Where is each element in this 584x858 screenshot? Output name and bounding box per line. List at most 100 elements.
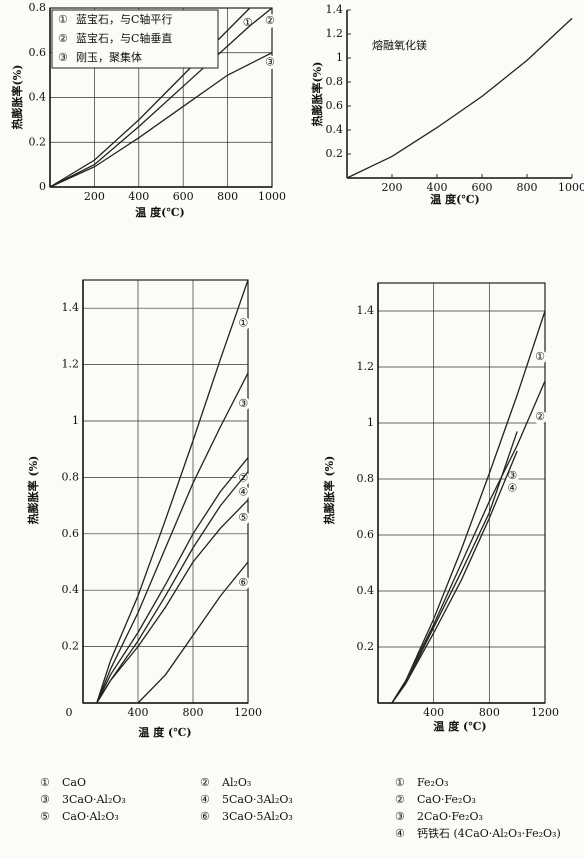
data-line [391, 380, 546, 704]
data-line [49, 7, 251, 188]
y-tick-label: 1.4 [326, 3, 344, 16]
curve-label-bg [240, 16, 255, 31]
legend-label: 蓝宝石，与C轴平行 [76, 12, 172, 26]
y-tick-label: 1.2 [326, 27, 344, 40]
y-tick-label: 0 [39, 180, 46, 193]
legend-marker: ③ [395, 810, 405, 823]
y-tick-label: 0.8 [62, 470, 80, 483]
legend-label: 2CaO·Fe₂O₃ [417, 810, 483, 823]
data-line [96, 279, 249, 704]
curve-label-bg [236, 575, 251, 590]
x-axis-title: 温 度 (℃) [138, 725, 191, 739]
curve-label: ⑤ [238, 511, 248, 524]
curve-label: ① [243, 16, 253, 29]
legend-marker: ② [200, 776, 210, 789]
curve-label-bg [533, 350, 548, 364]
legend-entry: ③ 2CaO·Fe₂O₃ [395, 810, 580, 824]
y-tick-label: 1 [367, 416, 374, 429]
curve-label: ① [535, 350, 545, 363]
y-tick-label: 0.4 [29, 91, 47, 104]
plot-frame [377, 282, 546, 704]
y-tick-label: 1 [336, 51, 343, 64]
x-tick-label: 200 [382, 181, 403, 194]
legend-label: Fe₂O₃ [417, 776, 449, 789]
curve-label: ③ [265, 55, 275, 68]
curve-label: ⑥ [238, 576, 248, 589]
y-tick-label: 1.2 [357, 360, 375, 373]
y-tick-label: 0.6 [326, 99, 344, 112]
plot-frame [347, 10, 572, 178]
legend-marker: ① [395, 776, 405, 789]
legend-label: CaO·Fe₂O₃ [417, 793, 476, 806]
y-tick-label: 1.4 [62, 301, 80, 314]
x-tick-label: 800 [517, 181, 538, 194]
y-tick-label: 0.6 [29, 46, 47, 59]
curve-label: ③ [507, 469, 517, 482]
y-tick-label: 0.2 [62, 640, 80, 653]
data-line [137, 561, 249, 704]
y-tick-label: 0.6 [357, 528, 375, 541]
x-tick-label: 1000 [558, 181, 584, 194]
legend-marker: ③ [58, 51, 68, 64]
legend-entry: ② CaO·Fe₂O₃ [395, 793, 580, 807]
curve-label: ④ [238, 486, 248, 499]
curve-label-bg [236, 396, 251, 411]
legend-label: 5CaO·3Al₂O₃ [222, 793, 293, 806]
data-line [96, 372, 249, 704]
y-tick-label: 0.4 [326, 123, 344, 136]
data-line [96, 457, 249, 704]
annotation: 熔融氧化镁 [372, 38, 427, 52]
y-tick-label: 0.2 [357, 640, 375, 653]
legend-marker: ④ [200, 793, 210, 806]
data-line [391, 310, 546, 704]
legend-label: 刚玉，聚集体 [76, 50, 142, 64]
x-tick-label: 200 [84, 190, 105, 203]
data-line [96, 499, 249, 704]
legend-entry: ② Al₂O₃ [200, 776, 350, 790]
legend-entry: ⑤ CaO·Al₂O₃ [40, 810, 190, 824]
legend-entry: ④ 钙铁石 (4CaO·Al₂O₃·Fe₂O₃) [395, 827, 580, 841]
curve-label: ④ [507, 482, 517, 495]
curve-label-bg [533, 410, 548, 425]
y-tick-label: 0.8 [357, 472, 375, 485]
x-tick-label: 0 [66, 706, 73, 719]
x-axis-title: 温 度(℃) [430, 192, 479, 206]
x-axis-title: 温 度(℃) [135, 205, 184, 219]
plot-frame [82, 279, 249, 704]
y-tick-label: 0.6 [62, 527, 80, 540]
x-tick-label: 1200 [234, 706, 262, 719]
legend-box [51, 9, 219, 69]
curve-label-bg [505, 481, 520, 496]
x-tick-label: 400 [128, 190, 149, 203]
legend-entry: ④ 5CaO·3Al₂O₃ [200, 793, 350, 807]
legend-marker: ① [58, 13, 68, 26]
y-axis-title: 热膨胀率(%) [10, 65, 24, 130]
legend-label: CaO·Al₂O₃ [62, 810, 119, 823]
x-tick-label: 400 [423, 706, 444, 719]
legend-marker: ② [395, 793, 405, 806]
x-tick-label: 600 [472, 181, 493, 194]
x-tick-label: 800 [183, 706, 204, 719]
y-axis-title: 热膨胀率(%) [310, 62, 324, 127]
x-tick-label: 800 [217, 190, 238, 203]
legend-entry: ① Fe₂O₃ [395, 776, 580, 790]
y-tick-label: 0.2 [326, 147, 344, 160]
y-tick-label: 1 [72, 414, 79, 427]
legend-entry: ① CaO [40, 776, 190, 790]
curve-label-bg [236, 316, 251, 331]
y-tick-label: 0.2 [29, 135, 47, 148]
data-line [49, 52, 273, 188]
legend-label: 蓝宝石，与C轴垂直 [76, 31, 172, 45]
legend-marker: ⑤ [40, 810, 50, 823]
curve-label: ② [535, 410, 545, 423]
curve-label: ① [238, 316, 248, 329]
x-tick-label: 400 [128, 706, 149, 719]
curve-label: ③ [238, 397, 248, 410]
curve-label-bg [262, 55, 277, 70]
legend-marker: ② [58, 32, 68, 45]
legend-marker: ④ [395, 827, 405, 840]
legend-label: 钙铁石 (4CaO·Al₂O₃·Fe₂O₃) [417, 827, 561, 840]
legend-marker: ① [40, 776, 50, 789]
legend-label: 3CaO·Al₂O₃ [62, 793, 126, 806]
y-axis-title: 热膨胀率 (%) [26, 456, 40, 525]
